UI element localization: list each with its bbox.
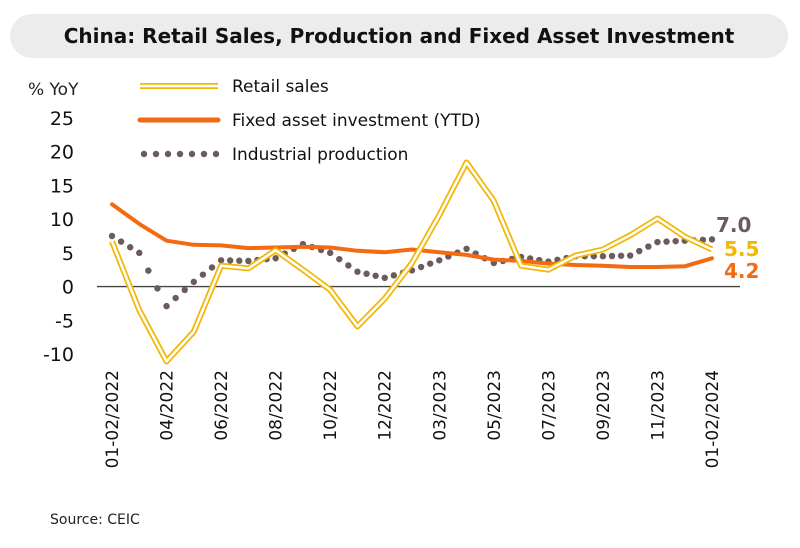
x-tick-label: 08/2022 <box>267 370 287 441</box>
industrial-dot <box>117 238 125 245</box>
industrial-dot <box>363 270 370 277</box>
x-tick-label: 04/2022 <box>158 370 178 441</box>
legend-ip-dot <box>176 150 184 158</box>
industrial-dot <box>154 285 161 292</box>
legend-label: Retail sales <box>232 77 329 97</box>
end-value-label: 5.5 <box>724 237 759 261</box>
x-tick-label: 07/2023 <box>539 370 559 441</box>
industrial-dot <box>426 260 434 267</box>
chart-title: China: Retail Sales, Production and Fixe… <box>63 24 735 48</box>
x-tick-label: 10/2022 <box>321 370 341 441</box>
legend-ip-dot <box>164 150 172 158</box>
industrial-point <box>626 252 634 259</box>
retail-line-inner <box>110 161 713 363</box>
industrial-dot <box>417 263 425 271</box>
x-tick-label: 05/2023 <box>485 370 505 441</box>
industrial-dot <box>126 244 134 251</box>
industrial-dot <box>236 257 243 264</box>
y-tick-label: -10 <box>43 344 74 366</box>
industrial-point <box>217 257 225 264</box>
legend-label: Fixed asset investment (YTD) <box>232 111 481 131</box>
x-tick-label: 01-02/2022 <box>103 370 123 468</box>
y-tick-label: 5 <box>62 243 74 265</box>
legend-label: Industrial production <box>232 145 408 165</box>
end-value-label: 7.0 <box>716 213 751 237</box>
industrial-dot <box>345 262 352 269</box>
legend-ip-dot <box>188 150 196 158</box>
fai-line <box>110 202 714 269</box>
industrial-dot <box>608 252 616 260</box>
x-tick-label: 11/2023 <box>648 370 668 441</box>
industrial-dot <box>145 267 152 274</box>
x-tick-label: 06/2022 <box>212 370 232 441</box>
y-tick-label: 10 <box>50 209 74 231</box>
x-tick-label: 09/2023 <box>594 370 614 441</box>
legend-ip-dot <box>212 150 220 158</box>
y-axis-label: % YoY <box>28 80 79 100</box>
industrial-dot <box>172 294 179 302</box>
title-banner: China: Retail Sales, Production and Fixe… <box>10 14 788 58</box>
industrial-point <box>654 238 661 246</box>
industrial-dot <box>645 243 652 250</box>
end-value-label: 4.2 <box>724 259 759 283</box>
industrial-dot <box>199 271 207 278</box>
x-tick-label: 01-02/2024 <box>703 370 723 468</box>
industrial-point <box>245 257 252 265</box>
industrial-dot <box>336 255 343 263</box>
industrial-point <box>436 257 443 264</box>
industrial-point <box>599 253 607 260</box>
industrial-point <box>326 249 334 257</box>
industrial-point <box>163 302 170 310</box>
industrial-dot <box>390 272 398 279</box>
industrial-point <box>708 236 716 243</box>
industrial-dot <box>181 286 188 294</box>
industrial-dot <box>672 237 679 245</box>
industrial-point <box>463 245 470 253</box>
industrial-dot <box>372 272 379 279</box>
industrial-dot <box>663 238 670 245</box>
industrial-dot <box>617 252 625 259</box>
y-tick-label: 25 <box>50 108 74 130</box>
y-tick-label: -5 <box>55 310 74 332</box>
industrial-point <box>136 249 143 257</box>
industrial-point <box>108 232 116 240</box>
industrial-point <box>272 255 279 262</box>
x-tick-label: 12/2022 <box>376 370 396 441</box>
legend-ip-dot <box>200 150 208 158</box>
y-tick-label: 0 <box>62 277 74 299</box>
legend-ip-dot <box>140 150 148 158</box>
industrial-point <box>354 268 361 275</box>
y-tick-label: 15 <box>50 175 74 197</box>
y-tick-label: 20 <box>50 142 74 164</box>
industrial-point <box>190 278 198 286</box>
x-tick-label: 03/2023 <box>430 370 450 441</box>
industrial-dot <box>226 257 234 264</box>
industrial-dot <box>208 264 216 271</box>
legend-ip-dot <box>152 150 160 158</box>
industrial-dot <box>636 247 643 255</box>
industrial-point <box>381 274 388 282</box>
source-note: Source: CEIC <box>50 512 140 528</box>
